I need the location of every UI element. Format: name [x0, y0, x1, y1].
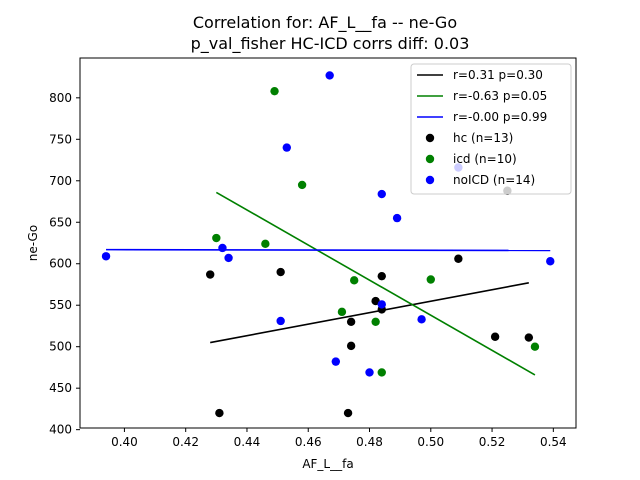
fit-line	[215, 191, 536, 376]
data-point	[377, 368, 386, 377]
legend-entry-label: icd (n=10)	[453, 152, 517, 166]
chart-subtitle: p_val_fisher HC-ICD corrs diff: 0.03	[191, 34, 470, 54]
legend-entry-label: hc (n=13)	[453, 131, 513, 145]
data-point	[282, 143, 291, 152]
data-point	[426, 275, 435, 284]
x-tick-label: 0.48	[356, 435, 383, 449]
data-point	[377, 189, 386, 199]
data-point	[454, 254, 463, 263]
data-point	[331, 357, 341, 366]
data-point	[101, 252, 111, 261]
legend-marker-swatch	[425, 175, 435, 185]
x-tick-label: 0.44	[234, 435, 261, 449]
data-points	[101, 71, 555, 418]
data-point	[337, 307, 347, 317]
fit-line	[106, 248, 551, 252]
data-point	[325, 71, 334, 80]
y-tick-label: 500	[49, 340, 72, 354]
legend-entry-label: r=0.31 p=0.30	[453, 68, 543, 82]
x-tick-label: 0.52	[479, 435, 506, 449]
fit-lines	[106, 191, 551, 376]
y-tick-label: 650	[49, 215, 72, 229]
legend-marker-swatch	[425, 133, 435, 143]
data-point	[371, 296, 380, 306]
y-tick-label: 750	[49, 132, 72, 146]
y-tick-label: 550	[49, 298, 72, 312]
data-point	[276, 316, 285, 326]
x-tick-label: 0.40	[111, 435, 138, 449]
fit-line	[210, 282, 529, 344]
y-tick-label: 800	[49, 91, 72, 105]
y-tick-label: 450	[49, 381, 72, 395]
legend-marker-swatch	[425, 154, 435, 164]
data-point	[206, 270, 215, 279]
x-axis-ticks: 0.40 0.42 0.44 0.46 0.48 0.50 0.52 0.54	[111, 428, 567, 449]
data-point	[365, 368, 374, 377]
data-point	[224, 253, 233, 263]
legend-entry-label: noICD (n=14)	[453, 173, 535, 187]
y-tick-label: 700	[49, 174, 72, 188]
data-point	[371, 317, 380, 327]
x-tick-label: 0.50	[417, 435, 444, 449]
y-tick-label: 600	[49, 257, 72, 271]
data-point	[343, 408, 353, 418]
data-point	[530, 342, 540, 351]
data-point	[270, 86, 279, 96]
data-point	[490, 332, 500, 341]
data-point	[524, 333, 534, 342]
data-point	[276, 267, 285, 277]
plot-frame	[79, 57, 577, 429]
y-tick-label: 400	[49, 423, 72, 437]
chart-title: Correlation for: AF_L__fa -- ne-Go	[193, 13, 457, 33]
data-point	[377, 300, 386, 309]
data-point	[218, 243, 227, 253]
data-point	[346, 317, 356, 327]
data-point	[261, 239, 270, 249]
x-tick-label: 0.46	[295, 435, 322, 449]
x-tick-label: 0.54	[540, 435, 567, 449]
data-point	[349, 276, 359, 285]
legend-entry-label: r=-0.00 p=0.99	[453, 110, 547, 124]
y-axis-label: ne-Go	[26, 225, 40, 261]
legend-box	[410, 63, 572, 195]
data-point	[377, 271, 386, 281]
legend-entry-label: r=-0.63 p=0.05	[453, 89, 547, 103]
data-point	[346, 341, 356, 351]
data-point	[546, 257, 555, 266]
x-tick-label: 0.42	[172, 435, 199, 449]
data-point	[215, 408, 224, 418]
data-point	[212, 233, 221, 243]
x-axis-label: AF_L__fa	[302, 457, 353, 471]
data-point	[417, 315, 426, 324]
y-axis-ticks: 400 450 500 550 600 650 700 750 800	[49, 91, 80, 437]
legend: r=0.31 p=0.30 r=-0.63 p=0.05 r=-0.00 p=0.9…	[410, 63, 572, 195]
data-point	[392, 213, 402, 223]
data-point	[297, 180, 307, 190]
